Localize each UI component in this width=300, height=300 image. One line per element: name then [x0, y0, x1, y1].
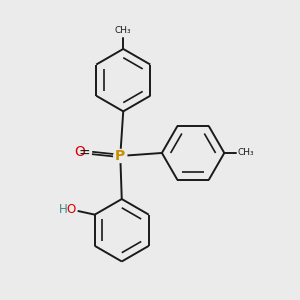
Text: =: =: [79, 147, 91, 160]
Text: H: H: [58, 203, 67, 216]
Text: P: P: [115, 149, 125, 163]
Circle shape: [114, 149, 127, 163]
Text: O: O: [66, 203, 76, 216]
Text: O: O: [75, 145, 86, 159]
Text: CH₃: CH₃: [238, 148, 255, 158]
Text: CH₃: CH₃: [115, 26, 132, 35]
